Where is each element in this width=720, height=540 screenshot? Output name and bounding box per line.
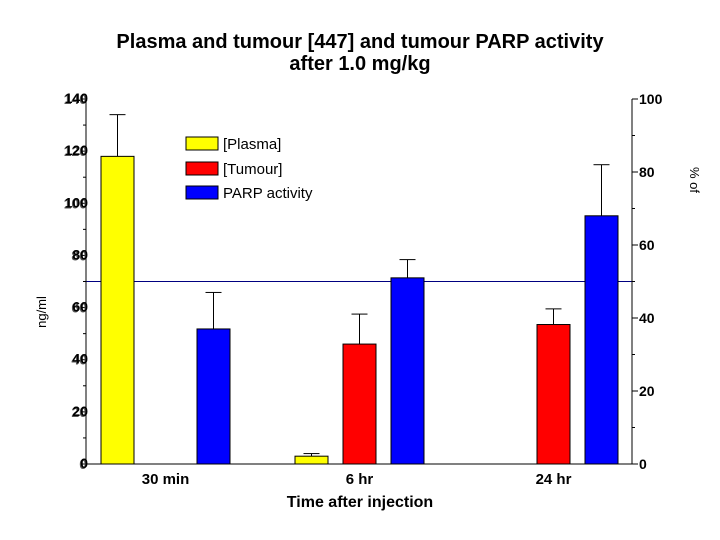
left-tick-label-shadow: 60 — [71, 300, 87, 316]
error-bars — [109, 114, 610, 457]
legend-swatch-tumour — [185, 161, 219, 176]
right-tick-label: 0 — [639, 456, 647, 472]
right-axis-label: % of — [687, 167, 702, 193]
left-tick-label: 0 — [80, 455, 88, 471]
legend-swatch-parp — [185, 185, 219, 200]
left-tick-label: 80 — [72, 246, 88, 262]
left-tick-label-shadow: 100 — [64, 195, 88, 211]
legend-label-parp: PARP activity — [223, 185, 313, 202]
category-label: 6 hr — [346, 471, 374, 488]
left-tick-label-shadow: 80 — [71, 247, 87, 263]
legend-swatch-plasma — [185, 136, 219, 151]
right-tick-label: 20 — [639, 383, 655, 399]
left-tick-label: 20 — [72, 403, 88, 419]
right-tick-label: 100 — [639, 91, 663, 107]
right-tick-label: 80 — [639, 164, 655, 180]
left-tick-label: 60 — [72, 299, 88, 315]
category-label: 30 min — [142, 471, 190, 488]
left-tick-label-shadow: 20 — [71, 404, 87, 420]
left-tick-label-shadow: 120 — [64, 143, 88, 159]
legend: [Plasma] [Tumour] PARP activity — [185, 136, 313, 202]
left-axis-label: ng/ml — [34, 296, 49, 328]
left-tick-label: 140 — [65, 90, 89, 106]
plasma-bar — [294, 455, 329, 465]
left-tick-label: 40 — [72, 351, 88, 367]
right-tick-label: 60 — [639, 237, 655, 253]
parp-bar — [584, 215, 619, 465]
chart-title-line-1: Plasma and tumour [447] and tumour PARP … — [116, 31, 604, 53]
right-tick-label: 40 — [639, 310, 655, 326]
parp-bar — [196, 328, 231, 465]
tumour-bar — [536, 324, 571, 465]
legend-label-plasma: [Plasma] — [223, 136, 281, 153]
tumour-bar — [342, 343, 377, 465]
left-tick-label-shadow: 140 — [64, 91, 88, 107]
chart-title-line-2: after 1.0 mg/kg — [289, 53, 430, 75]
legend-label-tumour: [Tumour] — [223, 161, 282, 178]
parp-bar — [390, 277, 425, 465]
category-labels: 30 min 6 hr 24 hr — [142, 471, 572, 488]
left-tick-label-shadow: 40 — [71, 352, 87, 368]
bars — [100, 155, 619, 465]
left-tick-label: 100 — [65, 194, 89, 210]
left-tick-label: 120 — [65, 142, 89, 158]
right-axis: 0 20 40 60 80 100 — [632, 91, 663, 472]
x-axis-label: Time after injection — [287, 494, 433, 511]
plasma-bar — [100, 155, 135, 465]
category-label: 24 hr — [536, 471, 572, 488]
left-tick-label-shadow: 0 — [79, 456, 87, 472]
